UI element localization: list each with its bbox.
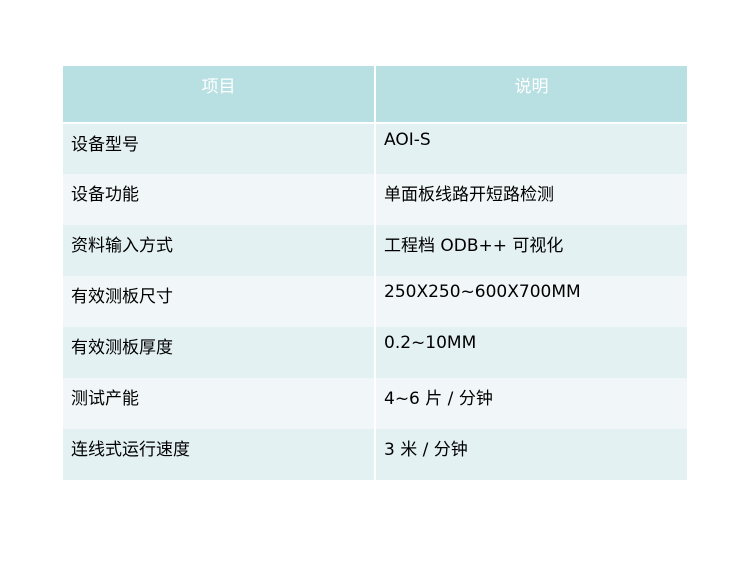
row-value: 3 米 / 分钟 (375, 429, 687, 480)
row-value: 工程档 ODB++ 可视化 (375, 225, 687, 276)
header-description: 说明 (375, 66, 687, 124)
table-row: 设备型号 AOI-S (63, 123, 687, 174)
row-label: 设备功能 (63, 174, 376, 225)
spec-table: 项目 说明 设备型号 AOI-S 设备功能 单面板线路开短路检测 资料输入方式 工程档… (63, 66, 687, 480)
row-value: 单面板线路开短路检测 (375, 174, 687, 225)
table-row: 连线式运行速度 3 米 / 分钟 (63, 429, 687, 480)
row-label: 有效测板尺寸 (63, 276, 376, 327)
table-row: 有效测板厚度 0.2~10MM (63, 327, 687, 378)
table-row: 有效测板尺寸 250X250~600X700MM (63, 276, 687, 327)
row-value: 4~6 片 / 分钟 (375, 378, 687, 429)
row-value: 250X250~600X700MM (375, 276, 687, 327)
header-row: 项目 说明 (63, 66, 687, 124)
row-label: 资料输入方式 (63, 225, 376, 276)
header-item: 项目 (63, 66, 376, 124)
row-label: 有效测板厚度 (63, 327, 376, 378)
row-label: 测试产能 (63, 378, 376, 429)
row-value: AOI-S (375, 123, 687, 174)
row-value: 0.2~10MM (375, 327, 687, 378)
table-row: 测试产能 4~6 片 / 分钟 (63, 378, 687, 429)
row-label: 连线式运行速度 (63, 429, 376, 480)
table-row: 资料输入方式 工程档 ODB++ 可视化 (63, 225, 687, 276)
table-row: 设备功能 单面板线路开短路检测 (63, 174, 687, 225)
row-label: 设备型号 (63, 123, 376, 174)
